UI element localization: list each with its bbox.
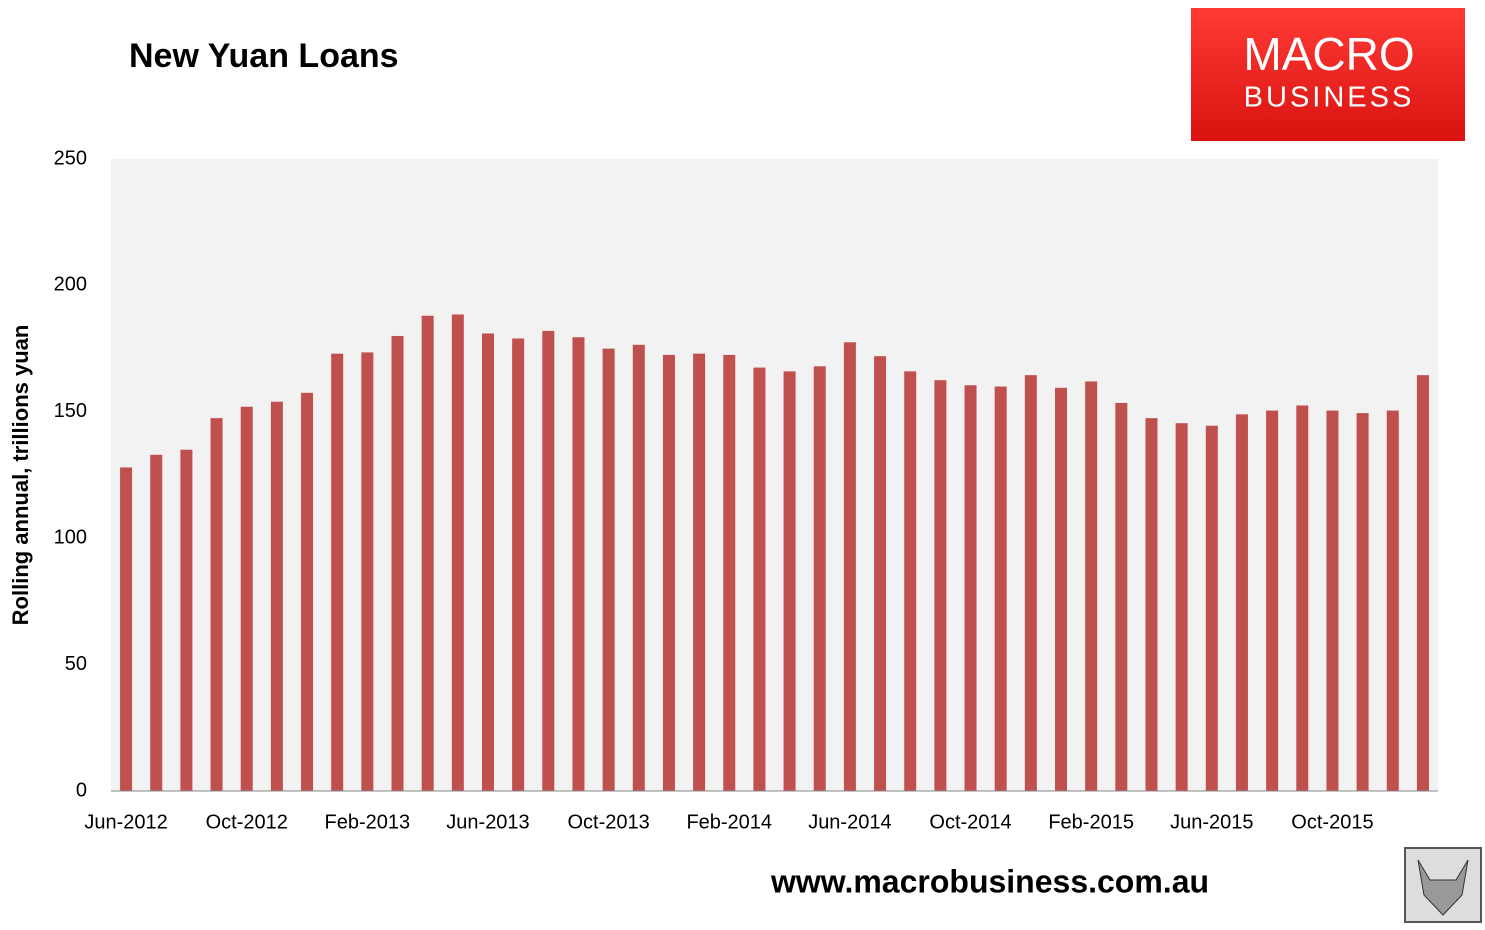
bar (270, 401, 283, 791)
source-url: www.macrobusiness.com.au (770, 863, 1209, 899)
x-tick-label: Oct-2014 (929, 811, 1011, 833)
bar (813, 366, 826, 791)
y-tick-label: 200 (54, 274, 87, 296)
bar (783, 371, 796, 791)
logo-text-top: MACRO (1243, 28, 1414, 80)
x-tick-label: Jun-2013 (446, 811, 529, 833)
bar (1416, 375, 1429, 791)
y-tick-label: 100 (54, 526, 87, 548)
chart-title: New Yuan Loans (129, 37, 399, 75)
bar (843, 342, 856, 791)
bar (1235, 414, 1248, 791)
bar (1386, 410, 1399, 791)
bar (120, 467, 133, 791)
bar (542, 330, 555, 791)
bar (934, 380, 947, 791)
bar (572, 337, 585, 791)
y-tick-label: 150 (54, 400, 87, 422)
bar (512, 338, 525, 791)
bar (1024, 375, 1037, 791)
logo-box (1191, 8, 1465, 141)
bar (481, 333, 494, 791)
bar (240, 406, 253, 791)
bar (1296, 405, 1309, 791)
x-tick-label: Feb-2013 (325, 811, 411, 833)
bar (1115, 402, 1128, 791)
logo-text-bottom: BUSINESS (1244, 82, 1415, 114)
x-tick-label: Oct-2013 (567, 811, 649, 833)
y-tick-label: 50 (65, 653, 87, 675)
bar (723, 354, 736, 791)
bar (874, 356, 887, 791)
bar (632, 344, 645, 791)
bar (1205, 425, 1218, 791)
x-tick-label: Feb-2015 (1048, 811, 1134, 833)
bar (1085, 381, 1098, 791)
y-tick-label: 0 (76, 779, 87, 801)
fox-face (1417, 859, 1469, 916)
bar (1055, 387, 1068, 791)
bar (693, 353, 706, 791)
y-axis-label: Rolling annual, trillions yuan (8, 325, 33, 626)
x-tick-label: Oct-2015 (1291, 811, 1373, 833)
bar (994, 386, 1007, 791)
bar (1175, 423, 1188, 791)
x-tick-label: Jun-2012 (84, 811, 167, 833)
x-tick-label: Jun-2015 (1170, 811, 1253, 833)
bar (331, 353, 344, 791)
bar (421, 315, 434, 791)
bar (301, 392, 314, 791)
y-tick-label: 250 (54, 147, 87, 169)
bar (1266, 410, 1279, 791)
bar (361, 352, 374, 791)
bar (753, 367, 766, 791)
bar (1356, 413, 1369, 791)
x-tick-label: Oct-2012 (206, 811, 288, 833)
bar (210, 418, 223, 791)
bar (904, 371, 917, 791)
bar (602, 348, 615, 791)
x-tick-label: Jun-2014 (808, 811, 891, 833)
bar (662, 354, 675, 791)
bar (1145, 418, 1158, 791)
bar (964, 385, 977, 791)
x-tick-label: Feb-2014 (686, 811, 772, 833)
bar (451, 314, 464, 791)
bar (150, 454, 163, 791)
bar (1326, 410, 1339, 791)
bar (391, 335, 404, 791)
bar (180, 449, 193, 791)
